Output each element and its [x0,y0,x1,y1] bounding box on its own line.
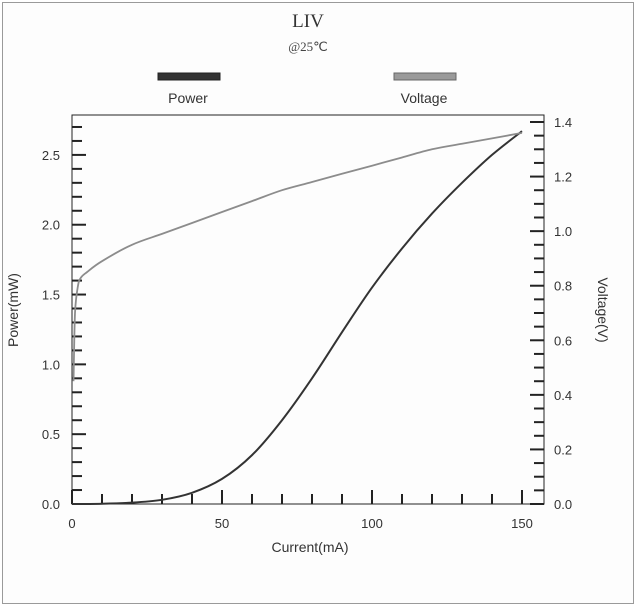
y-tick-label: 1.5 [42,288,60,303]
chart-title: LIV [292,11,324,32]
y2-tick-label: 0.2 [554,442,572,457]
y-tick-label: 0.0 [42,497,60,512]
series-line-voltage [72,132,523,382]
y-tick-label: 2.5 [42,148,60,163]
legend-label-voltage: Voltage [401,90,448,106]
y2-tick-label: 1.4 [554,115,572,130]
chart-subtitle: @25℃ [288,39,328,54]
y2-tick-label: 0.4 [554,388,572,403]
legend-swatch-power [157,72,221,81]
y2-tick-label: 0.0 [554,497,572,512]
y-axis-label: Power(mW) [5,273,21,347]
y-tick-label: 1.0 [42,357,60,372]
y-tick-label: 2.0 [42,218,60,233]
y-tick-label: 0.5 [42,427,60,442]
x-axis-label: Current(mA) [271,539,348,555]
y2-tick-label: 0.8 [554,279,572,294]
legend-swatch-voltage [393,72,457,81]
y2-tick-label: 1.0 [554,224,572,239]
x-tick-label: 100 [361,516,383,531]
x-tick-label: 150 [511,516,533,531]
legend-label-power: Power [168,90,208,106]
series-line-power [71,130,523,505]
y2-tick-label: 0.6 [554,333,572,348]
tick-labels: 0 50 100 150 0.0 0.5 1.0 1.5 2.0 2.5 0.0 0.2 0.4 0.6 0… [42,115,572,531]
x-tick-label: 0 [68,516,75,531]
x-tick-label: 50 [215,516,229,531]
y2-axis-label: Voltage(V) [595,277,611,342]
series-lines [71,130,523,505]
axis-ticks [71,121,544,505]
y2-tick-label: 1.2 [554,170,572,185]
